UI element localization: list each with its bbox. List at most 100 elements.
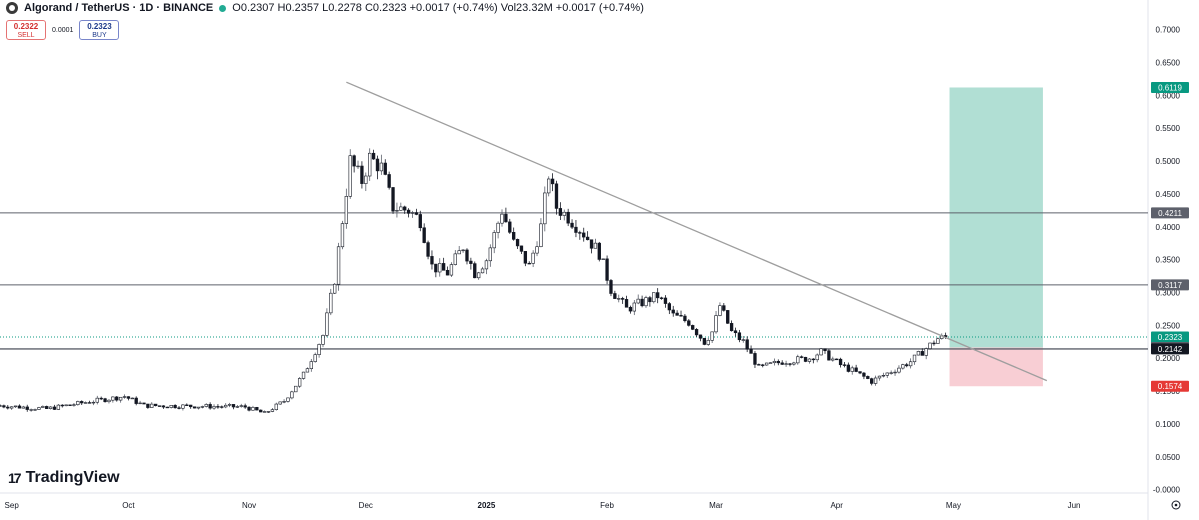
price-tag-label-6: 0.1574	[1158, 382, 1183, 391]
candle-body-75	[290, 391, 294, 399]
candle-body-71	[274, 403, 278, 410]
candle-body-150	[582, 232, 586, 238]
candle-body-12	[45, 406, 49, 409]
candle-body-23	[87, 402, 92, 404]
candle-body-148	[574, 226, 578, 233]
candle-body-170	[659, 297, 664, 299]
candle-body-191	[741, 339, 745, 341]
candle-body-88	[340, 223, 345, 248]
candle-body-143	[554, 183, 559, 209]
symbol-title[interactable]: Algorand / TetherUS · 1D · BINANCE	[24, 2, 214, 14]
candle-body-45	[173, 404, 177, 409]
candle-body-53	[204, 404, 208, 407]
candle-body-109	[422, 227, 426, 243]
sell-button[interactable]: 0.2322 SELL	[6, 20, 46, 40]
candle-body-214	[831, 358, 835, 361]
candle-body-149	[578, 232, 582, 234]
candle-body-50	[192, 406, 197, 409]
candle-body-186	[722, 305, 726, 311]
buy-price: 0.2323	[87, 22, 112, 31]
candle-body-73	[282, 401, 286, 403]
loss-zone	[949, 347, 1043, 387]
candle-body-91	[352, 155, 356, 167]
candle-body-235	[912, 354, 917, 363]
candle-body-131	[508, 221, 512, 233]
candle-body-124	[480, 268, 485, 274]
candle-body-168	[652, 292, 656, 303]
candle-body-99	[383, 162, 387, 175]
algorand-logo-icon	[6, 2, 18, 14]
candle-body-240	[932, 342, 936, 345]
candle-body-1	[2, 405, 6, 408]
candle-body-86	[333, 283, 337, 294]
candle-body-67	[259, 409, 263, 413]
candle-body-4	[13, 405, 18, 408]
candle-body-119	[461, 249, 465, 252]
candle-body-84	[325, 312, 329, 336]
candle-body-14	[52, 406, 57, 410]
candle-body-90	[348, 155, 352, 197]
candle-body-198	[768, 362, 773, 364]
candle-body-238	[924, 348, 928, 356]
buy-button[interactable]: 0.2323 BUY	[79, 20, 120, 40]
price-tag-label-1: 0.4211	[1158, 209, 1182, 218]
candle-body-46	[177, 407, 181, 409]
candle-body-101	[391, 187, 395, 212]
tradingview-name: TradingView	[25, 469, 120, 486]
spread-value: 0.0001	[52, 26, 74, 34]
candle-body-129	[500, 213, 504, 224]
candle-body-68	[262, 411, 267, 413]
sell-label: SELL	[17, 32, 35, 39]
candle-body-27	[103, 398, 107, 403]
candle-body-59	[227, 404, 232, 406]
candle-body-103	[399, 206, 403, 211]
x-tick-label-1: Oct	[122, 501, 135, 510]
candle-body-141	[547, 178, 551, 194]
candle-body-162	[628, 306, 633, 312]
candle-body-33	[126, 396, 131, 399]
candle-body-183	[710, 331, 714, 341]
candle-body-165	[640, 298, 644, 307]
candle-body-3	[10, 406, 14, 409]
candle-body-93	[360, 165, 364, 184]
sell-price: 0.2322	[13, 22, 39, 31]
candle-body-97	[375, 158, 380, 172]
candle-body-44	[169, 404, 173, 408]
candle-body-217	[842, 364, 847, 366]
settings-gear-icon	[1171, 500, 1181, 510]
y-tick-label-12: 0.1000	[1156, 420, 1181, 429]
price-tag-bg-0	[1151, 81, 1189, 93]
candle-body-82	[317, 344, 321, 355]
candle-body-166	[644, 297, 648, 307]
candle-body-81	[313, 354, 317, 362]
candle-body-233	[905, 364, 909, 367]
x-tick-label-0: Sep	[5, 501, 20, 510]
candle-body-180	[698, 334, 703, 339]
candle-body-132	[512, 232, 516, 240]
candle-body-41	[157, 405, 162, 407]
candle-body-164	[636, 298, 640, 304]
candle-body-18	[68, 404, 72, 406]
candle-body-96	[371, 152, 376, 160]
candle-body-224	[870, 378, 874, 384]
candle-body-0	[0, 405, 2, 407]
candle-body-57	[220, 406, 224, 408]
y-tick-label-13: 0.0500	[1156, 453, 1181, 462]
candle-body-218	[846, 364, 851, 372]
candle-body-207	[803, 356, 808, 362]
candle-body-83	[321, 335, 325, 345]
y-tick-label-1: 0.6500	[1156, 58, 1181, 67]
y-tick-label-2: 0.6000	[1156, 91, 1181, 100]
x-tick-label-5: Feb	[600, 501, 614, 510]
order-buttons: 0.2322 SELL 0.0001 0.2323 BUY	[6, 20, 120, 40]
candle-body-239	[928, 342, 932, 349]
candle-body-40	[153, 403, 158, 407]
candle-body-216	[838, 358, 843, 366]
candle-body-135	[523, 251, 528, 264]
tradingview-logo: 17 TradingView	[8, 469, 120, 487]
price-tag-bg-1	[1151, 207, 1189, 219]
candle-body-80	[309, 361, 313, 369]
candle-body-106	[410, 212, 415, 214]
x-tick-label-7: Apr	[830, 501, 843, 510]
